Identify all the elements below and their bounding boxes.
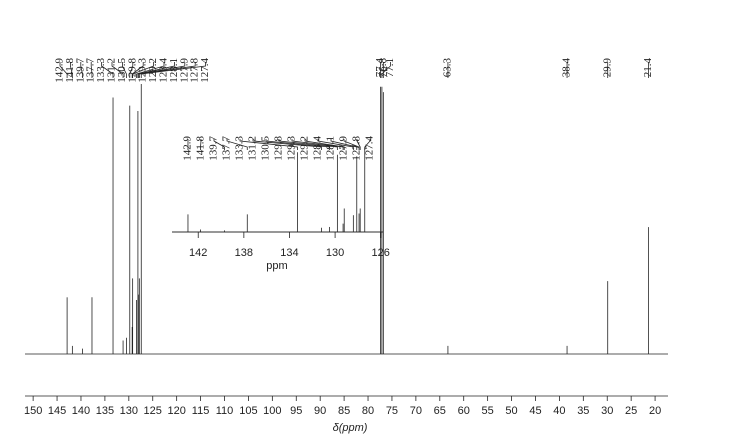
inset-peak-label: 127.4 xyxy=(364,136,376,161)
inset-x-axis-title: ppm xyxy=(266,260,287,272)
inset-leader-line xyxy=(304,139,345,150)
x-tick-label: 35 xyxy=(577,405,589,417)
inset-leader-line xyxy=(330,139,358,150)
inset-leader-line xyxy=(278,139,338,150)
leader-line xyxy=(138,62,196,78)
inset-peak-label: 130.5 xyxy=(260,136,272,161)
inset-x-tick-label: 142 xyxy=(189,247,207,259)
peak-label: 137.7 xyxy=(85,58,97,83)
x-tick-label: 120 xyxy=(167,405,185,417)
x-tick-label: 20 xyxy=(649,405,661,417)
peak-label: 127.8 xyxy=(189,58,201,83)
x-tick-label: 25 xyxy=(625,405,637,417)
leader-line xyxy=(59,62,68,78)
peak-label: 133.3 xyxy=(95,58,107,83)
x-tick-label: 110 xyxy=(216,405,234,417)
inset-peak-label: 128.4 xyxy=(312,136,324,161)
inset-leader-line xyxy=(343,139,360,150)
x-tick-label: 85 xyxy=(338,405,350,417)
x-tick-label: 125 xyxy=(144,405,162,417)
inset-leader-line xyxy=(356,139,361,150)
peak-label: 38.4 xyxy=(561,58,573,78)
leader-line xyxy=(131,62,144,78)
leader-line xyxy=(122,62,127,78)
peak-label: 21.4 xyxy=(642,58,654,78)
leader-line xyxy=(381,62,391,78)
peak-label: 139.7 xyxy=(74,58,86,83)
inset-leader-line xyxy=(291,139,344,150)
x-axis-title: δ(ppm) xyxy=(333,422,368,434)
x-tick-label: 65 xyxy=(434,405,446,417)
inset-peak-label: 129.3 xyxy=(286,136,298,161)
inset-x-tick-label: 138 xyxy=(235,247,253,259)
x-tick-label: 70 xyxy=(410,405,422,417)
x-tick-label: 60 xyxy=(458,405,470,417)
inset-peak-label: 142.9 xyxy=(182,136,194,161)
inset-peak-label: 127.9 xyxy=(338,136,350,161)
inset-peak-label: 137.7 xyxy=(221,136,233,161)
x-tick-label: 130 xyxy=(120,405,138,417)
x-tick-label: 100 xyxy=(263,405,281,417)
x-tick-label: 145 xyxy=(48,405,66,417)
inset-peak-label: 139.7 xyxy=(208,136,220,161)
peak-label: 76.8 xyxy=(377,58,389,78)
x-tick-label: 50 xyxy=(505,405,517,417)
peak-label: 128.1 xyxy=(168,58,180,83)
leader-line xyxy=(129,62,134,78)
inset-leader-line xyxy=(317,139,354,150)
leader-line xyxy=(136,62,165,78)
x-tick-label: 95 xyxy=(290,405,302,417)
x-tick-label: 140 xyxy=(72,405,90,417)
leader-line xyxy=(70,62,73,78)
inset-leader-line xyxy=(226,139,248,150)
x-tick-label: 115 xyxy=(192,405,210,417)
peak-label: 130.5 xyxy=(116,58,128,83)
x-tick-label: 75 xyxy=(386,405,398,417)
leader-line xyxy=(132,62,154,78)
leader-line xyxy=(138,62,186,78)
inset-peak-label: 129.2 xyxy=(299,136,311,161)
x-tick-label: 40 xyxy=(553,405,565,417)
leader-line xyxy=(111,62,124,78)
leader-line xyxy=(90,62,93,78)
inset-leader-line xyxy=(252,139,322,150)
peak-label: 29.9 xyxy=(601,58,613,78)
leader-line xyxy=(80,62,83,78)
inset-peak-label: 131.2 xyxy=(247,136,259,161)
x-tick-label: 55 xyxy=(482,405,494,417)
leader-line xyxy=(140,62,206,78)
x-tick-label: 45 xyxy=(529,405,541,417)
inset-peak-label: 129.8 xyxy=(273,136,285,161)
inset-x-tick-label: 130 xyxy=(326,247,344,259)
inset-leader-line xyxy=(265,139,330,150)
inset-leader-line xyxy=(364,139,371,150)
inset-peak-label: 133.3 xyxy=(234,136,246,161)
inset-leader-line xyxy=(239,139,298,150)
peak-label: 129.8 xyxy=(126,58,138,83)
peak-label: 142.9 xyxy=(54,58,66,83)
leader-line xyxy=(137,62,175,78)
x-tick-label: 150 xyxy=(24,405,42,417)
peak-label: 127.9 xyxy=(178,58,190,83)
leader-line xyxy=(101,62,114,78)
x-tick-label: 105 xyxy=(239,405,257,417)
inset-x-tick-label: 134 xyxy=(280,247,298,259)
x-tick-label: 135 xyxy=(96,405,114,417)
peak-label: 141.8 xyxy=(64,58,76,83)
peak-label: 128.4 xyxy=(158,58,170,83)
x-tick-label: 80 xyxy=(362,405,374,417)
inset-peak-label: 127.8 xyxy=(351,136,363,161)
peak-label: 131.2 xyxy=(106,58,118,83)
peak-label: 63.3 xyxy=(441,58,453,78)
x-tick-label: 30 xyxy=(601,405,613,417)
inset-leader-line xyxy=(213,139,225,150)
inset-peak-label: 128.1 xyxy=(325,136,337,161)
x-tick-label: 90 xyxy=(314,405,326,417)
peak-label: 77.1 xyxy=(384,58,396,77)
peak-label: 127.4 xyxy=(199,58,211,83)
